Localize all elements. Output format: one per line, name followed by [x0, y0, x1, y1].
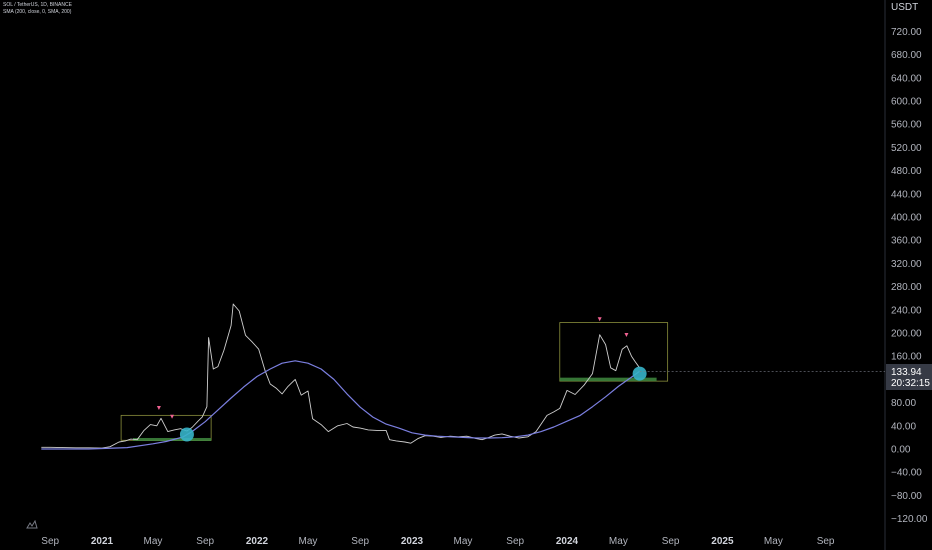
x-tick-label: Sep [662, 536, 680, 547]
y-tick-label: 400.00 [891, 213, 922, 224]
countdown-label: 20:32:15 [891, 378, 930, 389]
y-tick-label: 40.00 [891, 421, 916, 432]
sma-series-line[interactable] [41, 360, 640, 450]
y-tick-label: 320.00 [891, 259, 922, 270]
y-tick-label: 640.00 [891, 73, 922, 84]
price-axis[interactable]: 720.00 680.00 640.00 600.00 560.00 520.00 480.… [891, 27, 928, 525]
y-tick-label: 200.00 [891, 329, 922, 340]
y-tick-label: 600.00 [891, 97, 922, 108]
x-tick-label: Sep [41, 536, 59, 547]
x-tick-label: May [144, 536, 163, 547]
y-tick-label: 240.00 [891, 305, 922, 316]
symbol-title[interactable]: SOL / TetherUS, 1D, BINANCE [3, 2, 72, 8]
y-tick-label: 280.00 [891, 282, 922, 293]
y-tick-label: 80.00 [891, 398, 916, 409]
x-tick-label: 2023 [401, 536, 424, 547]
x-tick-label: 2022 [246, 536, 269, 547]
y-tick-label: 480.00 [891, 166, 922, 177]
y-tick-label: 0.00 [891, 445, 911, 456]
y-tick-label: 520.00 [891, 143, 922, 154]
y-tick-label: 680.00 [891, 50, 922, 61]
y-tick-label: 160.00 [891, 352, 922, 363]
x-tick-label: 2025 [711, 536, 734, 547]
down-arrow-icon [597, 317, 602, 322]
series-layer [41, 303, 640, 450]
y-tick-label: −80.00 [891, 491, 922, 502]
marker-layer [156, 317, 885, 442]
y-tick-label: 360.00 [891, 236, 922, 247]
x-tick-label: Sep [817, 536, 835, 547]
last-price-label: 133.94 [891, 367, 922, 378]
y-tick-label: 560.00 [891, 120, 922, 131]
x-tick-label: May [454, 536, 473, 547]
y-tick-label: −120.00 [891, 514, 928, 525]
y-tick-label: 720.00 [891, 27, 922, 38]
time-axis[interactable]: Sep 2021 May Sep 2022 May Sep 2023 May Sep 2024 May… [41, 536, 835, 547]
x-tick-label: May [609, 536, 628, 547]
support-zone[interactable] [559, 377, 657, 382]
price-series-line[interactable] [41, 303, 640, 449]
x-tick-label: Sep [506, 536, 524, 547]
chart-legend[interactable]: SOL / TetherUS, 1D, BINANCE SMA (200, cl… [3, 2, 72, 16]
x-tick-label: May [299, 536, 318, 547]
y-tick-label: −40.00 [891, 468, 922, 479]
tradingview-logo-icon [26, 520, 38, 529]
x-tick-label: Sep [196, 536, 214, 547]
down-arrow-icon [156, 406, 161, 411]
x-tick-label: May [764, 536, 783, 547]
last-price-badge [886, 364, 932, 390]
x-tick-label: 2021 [91, 536, 114, 547]
x-tick-label: Sep [351, 536, 369, 547]
down-arrow-icon [170, 414, 175, 419]
circle-marker[interactable] [179, 427, 194, 442]
indicator-title[interactable]: SMA (200, close, 0, SMA, 200) [3, 9, 72, 15]
x-tick-label: 2024 [556, 536, 579, 547]
down-arrow-icon [624, 332, 629, 337]
y-tick-label: 440.00 [891, 189, 922, 200]
currency-label[interactable]: USDT [891, 2, 918, 13]
circle-marker[interactable] [632, 366, 647, 381]
